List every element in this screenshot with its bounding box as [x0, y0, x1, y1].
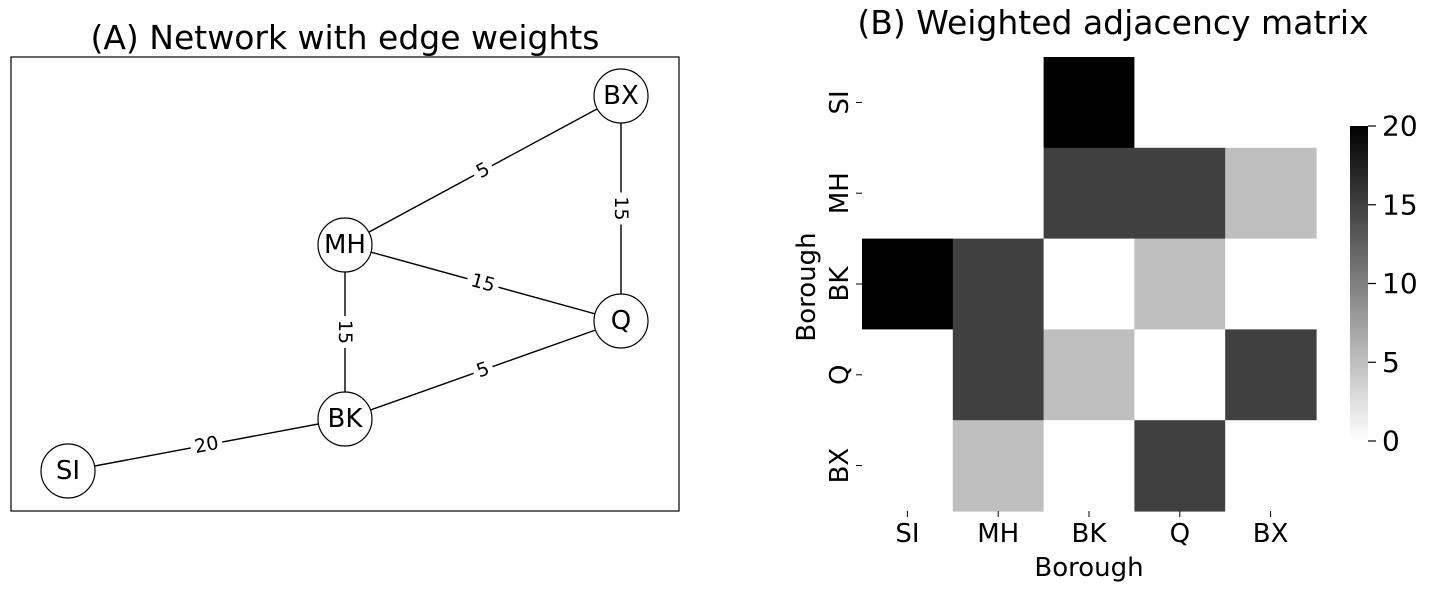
- network-title: (A) Network with edge weights: [90, 18, 599, 57]
- network-frame: [10, 56, 680, 512]
- heatmap-cell: [1134, 238, 1226, 330]
- y-tick-label: Q: [825, 365, 855, 385]
- heatmap-cell: [952, 238, 1045, 330]
- colorbar-ticks: 0 5 10 15 20: [1368, 110, 1418, 458]
- colorbar-tick-label: 20: [1382, 110, 1418, 143]
- heatmap-cell: [1043, 329, 1135, 421]
- heatmap-cell: [1225, 420, 1317, 512]
- x-tick-label: MH: [977, 519, 1019, 549]
- heatmap-cell: [862, 238, 954, 330]
- edge-label-background: [334, 316, 356, 348]
- heatmap-x-ticks: SI MH BK Q BX: [895, 511, 1288, 549]
- heatmap-y-ticks: SI MH BK Q BX: [825, 90, 862, 483]
- node-mh: [317, 217, 373, 273]
- node-q: [593, 293, 649, 349]
- heatmap-cell: [1225, 329, 1317, 421]
- x-tick-label: SI: [895, 519, 919, 549]
- heatmap-cell: [952, 329, 1045, 421]
- x-tick-label: BK: [1072, 519, 1108, 549]
- edge-label-background: [610, 192, 632, 225]
- network-nodes: BX MH Q BK SI: [40, 68, 649, 499]
- heatmap-cell: [952, 57, 1045, 149]
- node-bk: [317, 391, 373, 447]
- colorbar-tick-label: 10: [1382, 267, 1418, 300]
- node-bx: [593, 68, 649, 124]
- heatmap-cell: [1043, 57, 1135, 149]
- y-tick-label: MH: [825, 172, 855, 214]
- heatmap-panel: (B) Weighted adjacency matrix SI MH BK Q BX …: [792, 3, 1418, 583]
- heatmap-cell: [1134, 420, 1226, 512]
- heatmap-cell: [952, 420, 1045, 512]
- node-label: MH: [324, 230, 366, 260]
- edge-weight-label: 20: [193, 432, 221, 458]
- colorbar-tick-label: 0: [1382, 425, 1400, 458]
- heatmap-cell: [1134, 329, 1226, 421]
- heatmap-cell: [862, 329, 954, 421]
- y-tick-label: BK: [825, 266, 855, 302]
- node-si: [40, 443, 96, 499]
- heatmap-cell: [1043, 238, 1135, 330]
- y-tick-label: BX: [825, 448, 855, 484]
- node-label: Q: [611, 306, 631, 336]
- heatmap-x-axis-label: Borough: [1034, 553, 1143, 583]
- colorbar: [1350, 126, 1368, 441]
- heatmap-cell: [1225, 147, 1317, 240]
- edge-label-background: [468, 156, 498, 185]
- heatmap-title: (B) Weighted adjacency matrix: [857, 3, 1368, 42]
- edge-label-background: [188, 431, 225, 459]
- heatmap-cell: [1225, 238, 1317, 330]
- x-tick-label: BX: [1253, 519, 1289, 549]
- heatmap-cell: [862, 147, 954, 240]
- y-tick-label: SI: [825, 90, 855, 114]
- heatmap-cell: [1134, 147, 1226, 240]
- heatmap-cell: [1225, 57, 1317, 149]
- edge-weight-label: 15: [610, 196, 632, 220]
- heatmap-cell: [862, 57, 954, 149]
- heatmap-y-axis-label: Borough: [792, 232, 822, 341]
- node-label: BX: [603, 81, 639, 111]
- heatmap-cell: [1043, 147, 1135, 240]
- heatmap-cells: [862, 57, 1317, 512]
- edge-label-background: [469, 356, 497, 384]
- edge-label-background: [464, 268, 502, 298]
- network-panel: (A) Network with edge weights 5151515520…: [10, 18, 680, 512]
- node-label: SI: [56, 456, 80, 486]
- node-label: BK: [328, 404, 364, 434]
- heatmap-cell: [952, 147, 1045, 240]
- colorbar-tick-label: 5: [1382, 346, 1400, 379]
- edge-weight-label: 15: [334, 320, 356, 344]
- x-tick-label: Q: [1170, 519, 1190, 549]
- heatmap-cell: [1134, 57, 1226, 149]
- colorbar-tick-label: 15: [1382, 188, 1418, 221]
- heatmap-cell: [1043, 420, 1135, 512]
- heatmap-cell: [862, 420, 954, 512]
